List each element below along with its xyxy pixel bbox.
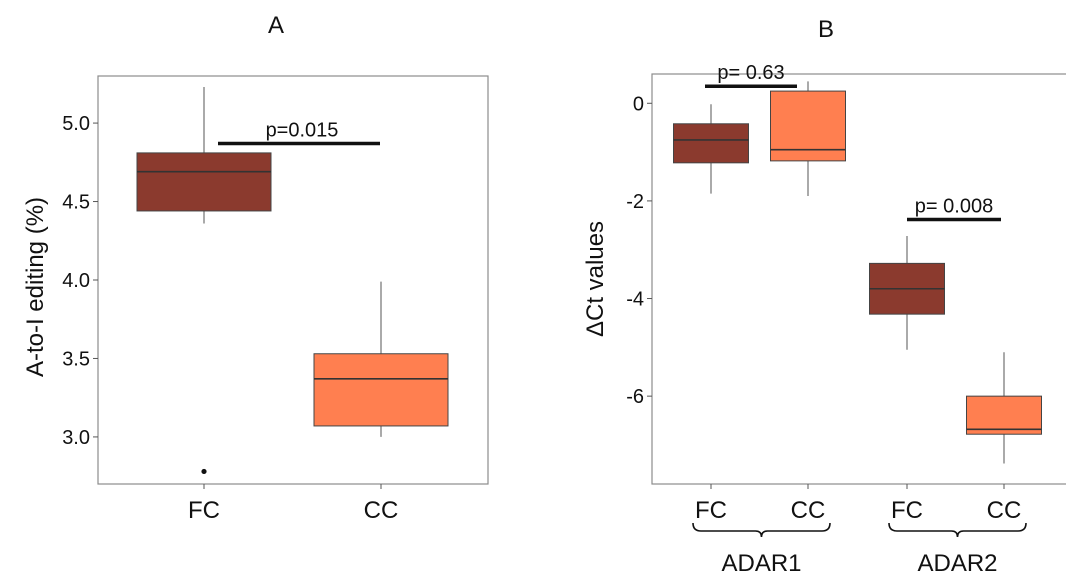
panel-b: B ΔCt values -6-4-20 FC CC FC CC p= 0.63p= … — [582, 16, 1066, 577]
box-2 — [869, 236, 945, 350]
p-value-label: p= 0.008 — [915, 195, 993, 217]
panel-b-group-brackets: ADAR1 ADAR2 — [692, 522, 1027, 577]
panel-a-label: A — [268, 12, 284, 39]
x-tick-label: FC — [891, 497, 923, 524]
box-iqr — [136, 152, 272, 212]
x-tick-label: FC — [695, 497, 727, 524]
panel-a-y-axis-label: A-to-I editing (%) — [22, 197, 49, 377]
box-1 — [770, 81, 846, 197]
x-tick-label: CC — [364, 497, 399, 524]
y-tick-label: -6 — [626, 386, 644, 408]
panel-b-x-ticks: FC CC FC CC — [695, 484, 1021, 524]
y-tick-label: 3.5 — [62, 348, 90, 370]
x-tick-label: FC — [188, 497, 220, 524]
group-bracket — [692, 522, 831, 538]
panel-a-x-ticks: FC CC — [188, 484, 398, 524]
box-iqr — [313, 353, 449, 427]
outlier-point — [201, 468, 207, 475]
y-tick-label: 0 — [633, 93, 644, 115]
y-tick-label: 4.0 — [62, 270, 90, 292]
panel-a-boxes — [136, 86, 449, 475]
panel-a-y-ticks: 3.0 3.5 4.0 4.5 5.0 — [62, 113, 98, 449]
x-tick-label: CC — [987, 497, 1022, 524]
y-tick-label: 3.0 — [62, 427, 90, 449]
panel-b-boxes — [673, 81, 1042, 464]
y-tick-label: -2 — [626, 191, 644, 213]
panel-b-annotations: p= 0.63 p= 0.008 — [705, 62, 1001, 222]
x-tick-label: CC — [791, 497, 826, 524]
box-iqr — [966, 395, 1042, 435]
box-1 — [313, 281, 449, 437]
group-label: ADAR1 — [721, 550, 801, 577]
panel-a: A A-to-I editing (%) 3.0 3.5 4.0 4.5 5.0 FC C… — [22, 12, 489, 524]
panel-a-annotations: p=0.015 — [218, 119, 380, 146]
box-0 — [673, 104, 749, 194]
box-0 — [136, 86, 272, 475]
box-iqr — [673, 123, 749, 164]
panel-b-label: B — [818, 16, 834, 43]
group-bracket — [888, 522, 1027, 538]
box-3 — [966, 352, 1042, 464]
panel-b-plot-frame — [651, 73, 1066, 485]
p-value-label: p= 0.63 — [717, 62, 784, 84]
panel-b-y-ticks: -6 -4 -2 0 — [626, 93, 652, 408]
y-tick-label: 5.0 — [62, 113, 90, 135]
y-tick-label: -4 — [626, 289, 644, 311]
y-tick-label: 4.5 — [62, 192, 90, 214]
p-value-label: p=0.015 — [266, 119, 339, 141]
panel-b-y-axis-label: ΔCt values — [582, 221, 609, 337]
group-label: ADAR2 — [917, 550, 997, 577]
